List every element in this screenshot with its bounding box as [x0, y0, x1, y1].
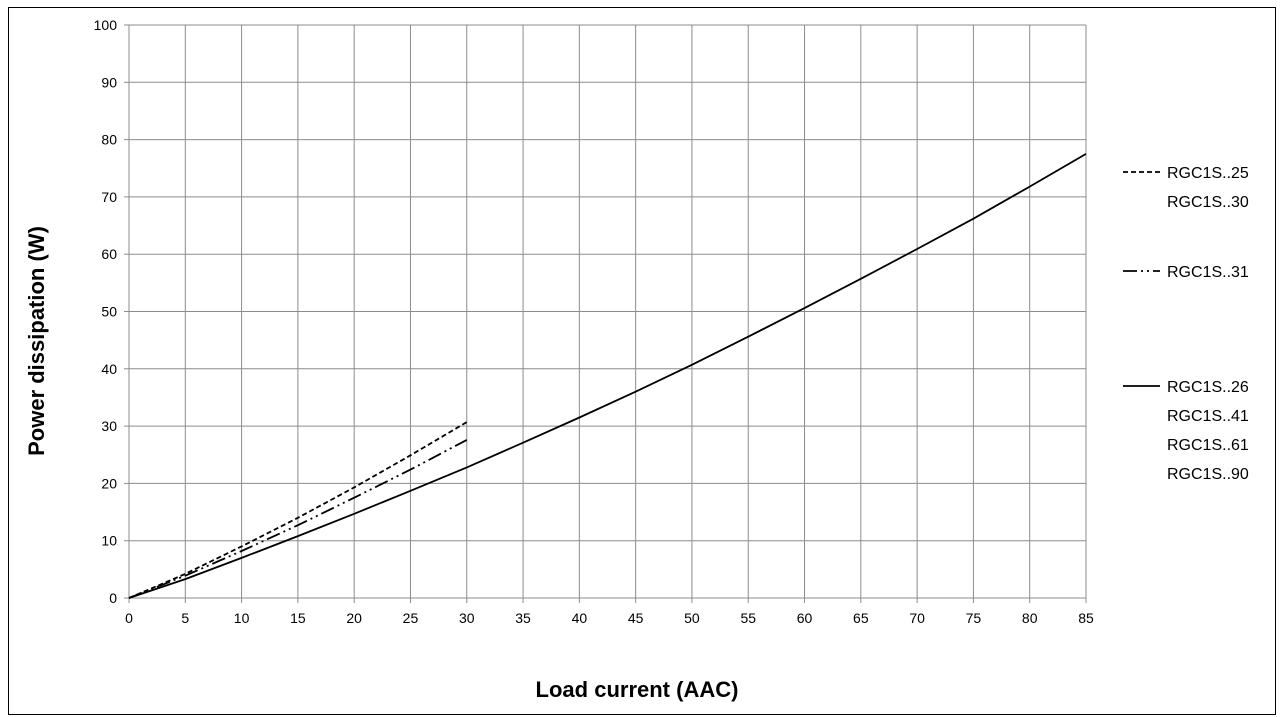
x-tick-label: 75 [966, 610, 982, 626]
x-tick-label: 55 [740, 610, 756, 626]
x-tick-label: 80 [1022, 610, 1038, 626]
legend-label: RGC1S..31 [1167, 264, 1249, 281]
y-tick-label: 80 [101, 132, 117, 148]
y-tick-label: 70 [101, 189, 117, 205]
y-tick-label: 20 [101, 475, 117, 491]
y-tick-label: 30 [101, 418, 117, 434]
x-tick-label: 40 [572, 610, 588, 626]
x-tick-label: 65 [853, 610, 869, 626]
x-tick-label: 25 [403, 610, 419, 626]
y-tick-label: 60 [101, 246, 117, 262]
y-tick-label: 10 [101, 533, 117, 549]
x-tick-labels: 0 5 10 15 20 25 30 35 40 45 50 55 60 65 70 75 80 85 [125, 610, 1094, 626]
x-tick-label: 20 [346, 610, 362, 626]
x-axis-title: Load current (AAC) [536, 677, 739, 702]
legend-label: RGC1S..25 [1167, 165, 1249, 182]
y-tick-label: 0 [109, 590, 117, 606]
x-tick-label: 70 [909, 610, 925, 626]
x-tick-label: 60 [797, 610, 813, 626]
chart-frame [8, 7, 1276, 715]
x-tick-label: 35 [515, 610, 531, 626]
legend-label: RGC1S..26 [1167, 379, 1249, 396]
legend-label: RGC1S..41 [1167, 408, 1249, 425]
y-tick-label: 40 [101, 361, 117, 377]
x-tick-label: 15 [290, 610, 306, 626]
x-tick-label: 85 [1078, 610, 1094, 626]
y-tick-label: 100 [94, 17, 118, 33]
legend-label: RGC1S..30 [1167, 194, 1249, 211]
gridlines [128, 24, 1087, 599]
legend-label: RGC1S..61 [1167, 437, 1249, 454]
legend: RGC1S..25 RGC1S..30 RGC1S..31 RGC1S..26 RGC1… [1123, 165, 1249, 483]
x-tick-label: 45 [628, 610, 644, 626]
series-lines [128, 153, 1087, 599]
series-line-solid [128, 153, 1087, 599]
x-tick-label: 50 [684, 610, 700, 626]
axes [124, 24, 1087, 603]
y-tick-labels: 0 10 20 30 40 50 60 70 80 90 100 [94, 17, 118, 606]
x-tick-label: 5 [181, 610, 189, 626]
legend-label: RGC1S..90 [1167, 466, 1249, 483]
x-tick-label: 0 [125, 610, 133, 626]
series-line-dash-dot-dot [128, 439, 468, 599]
y-axis-title: Power dissipation (W) [24, 226, 49, 456]
series-line-dashed [128, 421, 468, 599]
y-tick-label: 50 [101, 304, 117, 320]
x-tick-label: 30 [459, 610, 475, 626]
x-tick-label: 10 [234, 610, 250, 626]
y-tick-label: 90 [101, 74, 117, 90]
